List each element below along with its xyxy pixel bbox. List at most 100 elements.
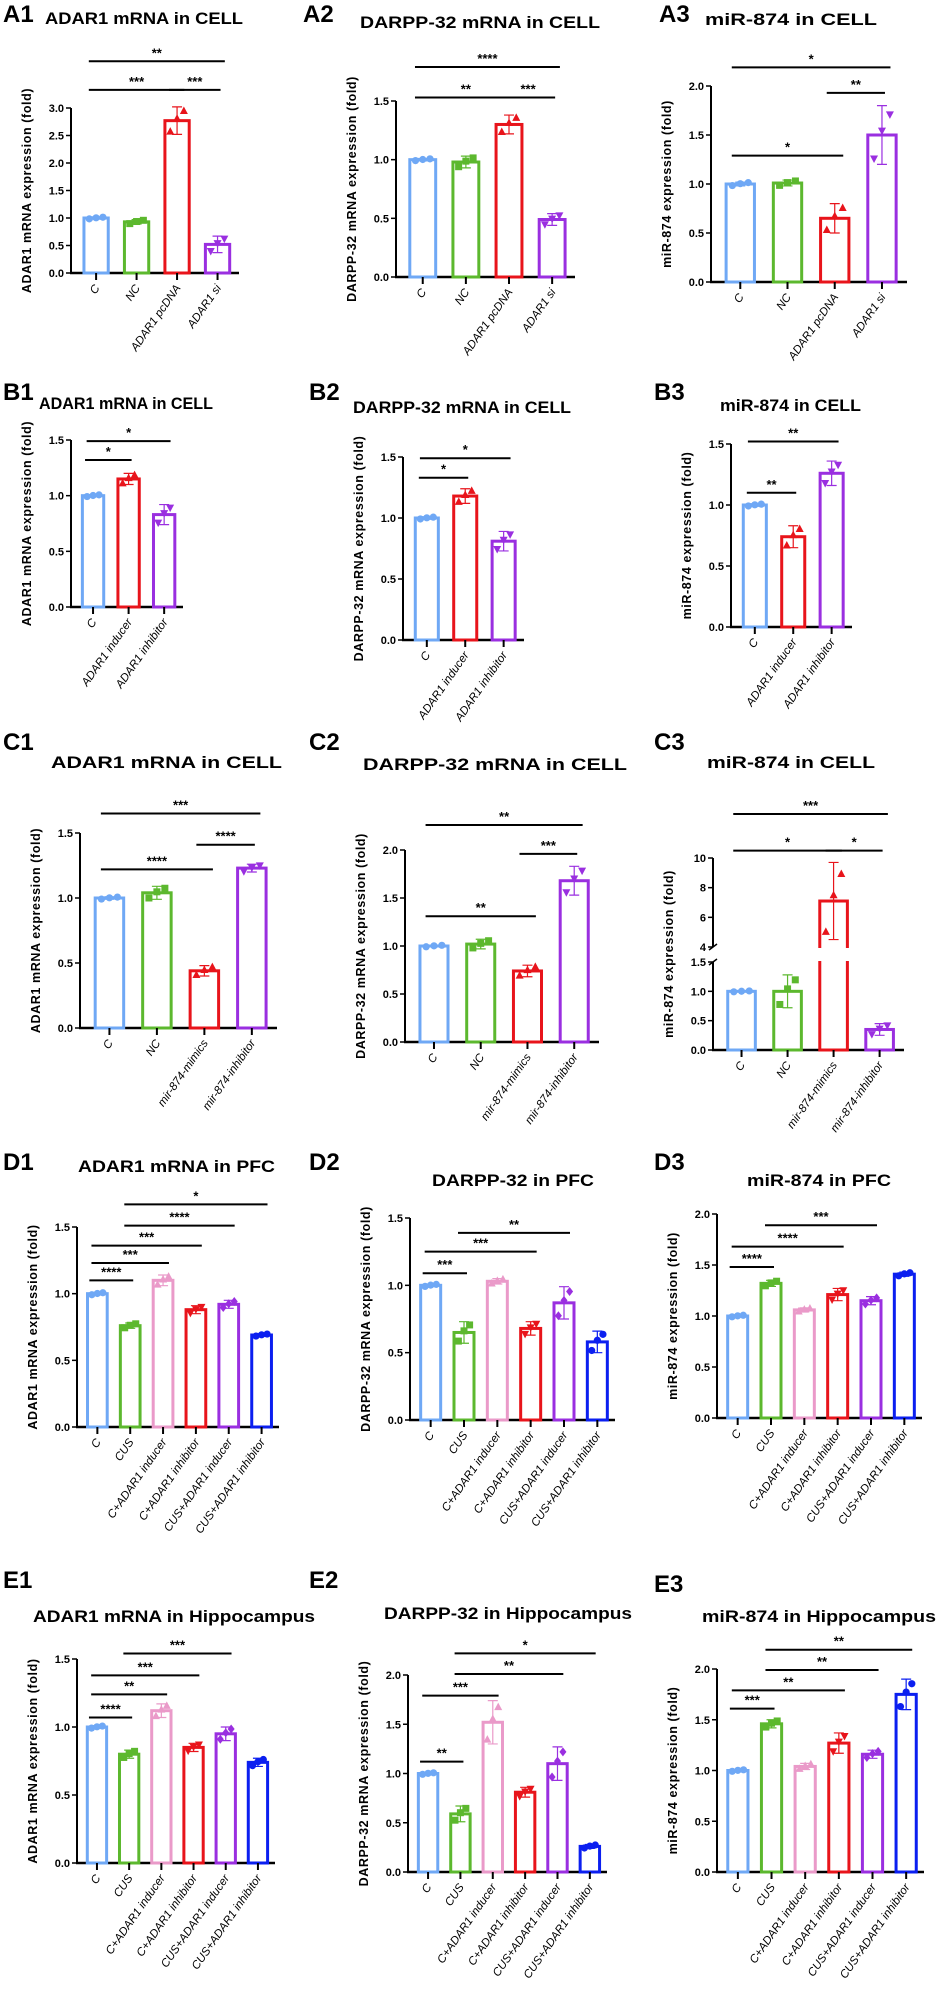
- x-tick-label: C+ADAR1 inhibitor: [472, 1429, 538, 1516]
- y-tick-label: 0.5: [695, 1362, 710, 1374]
- x-tick-label: NC: [775, 1059, 795, 1080]
- y-axis-label: ADAR1 mRNA expression (fold): [26, 1224, 40, 1429]
- data-point: [477, 939, 485, 947]
- data-point: [730, 988, 738, 996]
- y-tick-label: 2.0: [386, 1670, 401, 1682]
- bar-cus-adar1-inducer: [217, 1302, 241, 1429]
- x-tick-label: C: [423, 1429, 438, 1443]
- data-point: [795, 524, 804, 533]
- y-axis-label: DARPP-32 mRNA expression (fold): [357, 1661, 371, 1887]
- significance-label: **: [851, 77, 862, 92]
- data-point: [515, 1793, 524, 1801]
- panel-label: B1: [3, 379, 34, 406]
- x-tick-label: CUS: [443, 1882, 467, 1909]
- significance-label: ***: [813, 1209, 829, 1224]
- y-tick-label: 1.0: [386, 1769, 401, 1781]
- x-tick-label: C: [419, 649, 434, 663]
- data-point: [805, 1303, 814, 1312]
- data-point: [257, 1331, 266, 1339]
- data-point: [869, 1749, 877, 1759]
- bar-c: [418, 944, 450, 1044]
- data-point: [426, 155, 434, 163]
- chart-title: DARPP-32 mRNA in CELL: [360, 13, 600, 32]
- data-point: [560, 1295, 568, 1305]
- bar-adar1-inhibitor: [490, 539, 517, 642]
- data-point: [159, 1275, 168, 1283]
- data-point: [153, 1280, 162, 1288]
- data-point: [179, 106, 188, 115]
- significance-label: **: [124, 1678, 135, 1693]
- bar-adar1-inducer: [780, 535, 807, 629]
- chart-title: DARPP-32 in Hippocampus: [384, 1604, 632, 1623]
- data-point: [789, 530, 798, 539]
- data-point: [580, 1844, 589, 1852]
- bar-c: [82, 216, 110, 275]
- panel-a2: A2 DARPP-32 mRNA in CELL DARPP-32 mRNA exp…: [303, 1, 600, 358]
- x-tick-label: C: [89, 1436, 104, 1450]
- bar-cus-adar1-inhibitor: [250, 1333, 273, 1429]
- data-point: [526, 1324, 535, 1332]
- data-point: [902, 1688, 910, 1696]
- y-tick-label: 0.0: [695, 1867, 710, 1879]
- data-point: [466, 1321, 474, 1329]
- bar-adar1-inducer: [452, 494, 479, 642]
- data-point: [87, 1724, 96, 1732]
- data-point: [900, 1270, 908, 1278]
- bar-c: [416, 1772, 440, 1874]
- y-tick-label: 0.5: [695, 1816, 710, 1828]
- y-tick-label: 1.0: [695, 1311, 710, 1323]
- bar-cus: [118, 1324, 142, 1429]
- bar-adar1-inhibitor: [151, 513, 177, 609]
- significance-label: *: [785, 835, 791, 850]
- data-point: [512, 113, 521, 121]
- panel-b3: B3 miR-874 in CELL miR-874 expression (fol…: [654, 379, 861, 712]
- bar-c-adar1-inducer: [793, 1764, 817, 1874]
- data-point: [419, 155, 427, 164]
- data-point: [837, 869, 846, 878]
- data-point: [421, 1282, 429, 1291]
- data-point: [424, 1769, 432, 1777]
- y-tick-label: 1.0: [49, 491, 64, 503]
- significance-label: *: [106, 444, 112, 459]
- x-tick-label: C: [730, 1881, 745, 1895]
- data-point: [105, 894, 114, 902]
- panel-label: E1: [3, 1567, 32, 1594]
- significance-label: *: [463, 442, 469, 457]
- data-point: [89, 491, 97, 500]
- significance-label: ***: [123, 1247, 139, 1262]
- significance-label: **: [834, 1634, 845, 1649]
- data-point: [791, 976, 799, 984]
- x-tick-label: C: [101, 1037, 116, 1051]
- x-tick-label: C: [732, 291, 747, 305]
- data-point: [120, 1753, 128, 1761]
- data-point: [494, 1702, 503, 1711]
- panel-label: E3: [654, 1571, 683, 1598]
- data-point: [85, 215, 93, 223]
- y-tick-label: 0.0: [55, 1422, 70, 1434]
- y-tick-label: 0.0: [55, 1858, 70, 1870]
- panel-c2: C2 DARPP-32 mRNA in CELL DARPP-32 mRNA exp…: [309, 729, 627, 1127]
- significance-label: *: [852, 835, 858, 850]
- bar-c: [408, 158, 438, 279]
- chart-title: DARPP-32 in PFC: [432, 1171, 594, 1190]
- y-tick-label: 6: [700, 912, 706, 924]
- data-point: [776, 1000, 784, 1008]
- data-point: [462, 1804, 470, 1812]
- x-tick-label: mir-874-mimics: [479, 1052, 534, 1123]
- data-point: [488, 1714, 497, 1723]
- y-axis-label: DARPP-32 mRNA expression (fold): [345, 76, 359, 302]
- data-point: [570, 875, 579, 884]
- data-point: [800, 1305, 809, 1313]
- chart-title: ADAR1 mRNA in PFC: [78, 1157, 275, 1176]
- y-tick-label: 1.0: [691, 986, 706, 998]
- data-point: [133, 218, 141, 226]
- significance-label: **: [788, 426, 799, 441]
- data-point: [591, 1841, 599, 1849]
- significance-label: **: [766, 477, 777, 492]
- y-axis-label: miR-874 expression (fold): [660, 100, 674, 268]
- x-tick-label: C+ADAR1 inducer: [104, 1872, 169, 1957]
- data-point: [429, 513, 437, 521]
- bar-adar1-inhibitor: [818, 471, 845, 629]
- data-point: [794, 1307, 803, 1315]
